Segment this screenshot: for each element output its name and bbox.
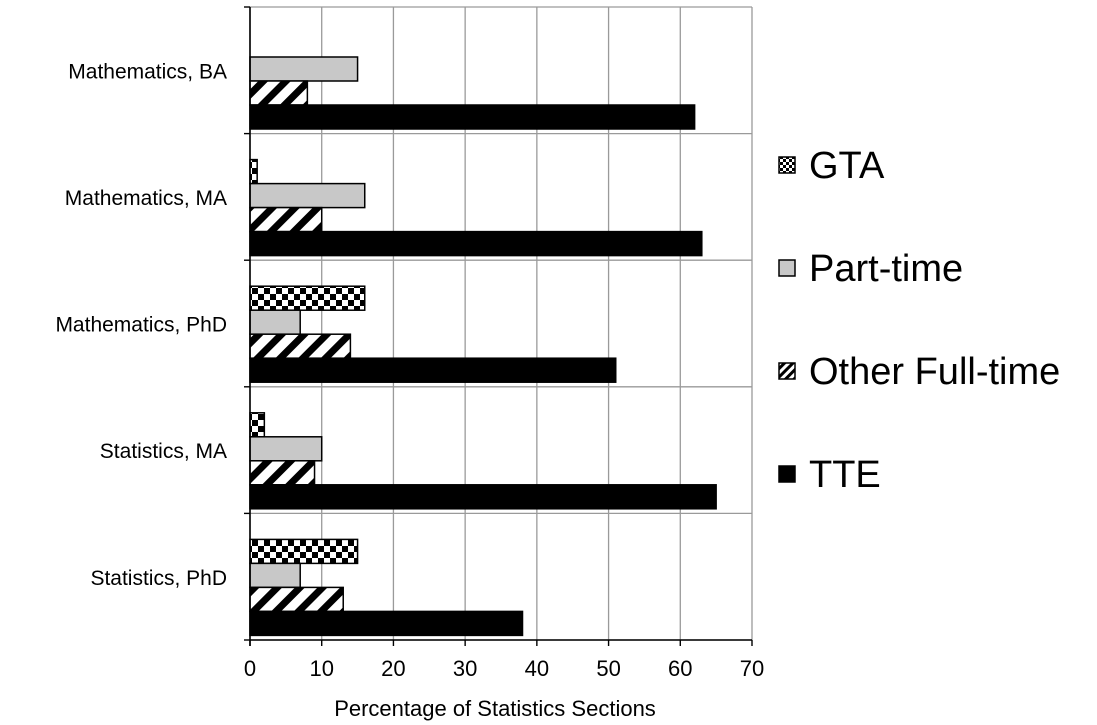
bar-other-full-time-mathematics-ma [249, 206, 323, 233]
bar-other-full-time-mathematics-phd [249, 333, 352, 359]
bar-gta-mathematics-phd [249, 285, 366, 311]
bar-part-time-mathematics-ba [249, 56, 359, 82]
legend: GTA Part-time Other Full-time TTE [778, 145, 1060, 496]
category-label-mathematics-ma: Mathematics, MA [65, 187, 227, 210]
legend-swatch-part-time [778, 259, 796, 277]
legend-swatch-other-full-time [778, 362, 796, 380]
x-tick-label: 50 [596, 656, 620, 681]
x-tick-label: 60 [668, 656, 692, 681]
x-tick-labels: 0 10 20 30 40 50 60 70 [244, 656, 764, 681]
x-tick-label: 40 [525, 656, 549, 681]
bar-tte-mathematics-phd [249, 357, 617, 383]
bar-part-time-mathematics-phd [249, 309, 301, 335]
x-tick-label: 0 [244, 656, 256, 681]
legend-label-other-full-time: Other Full-time [809, 351, 1060, 393]
x-tick-label: 30 [453, 656, 477, 681]
axes [244, 6, 753, 646]
bar-other-full-time-mathematics-ba [249, 80, 309, 106]
bar-gta-statistics-ma [249, 412, 266, 438]
x-axis-title: Percentage of Statistics Sections [334, 696, 656, 721]
legend-swatch-tte [778, 465, 796, 483]
bar-tte-statistics-phd [249, 610, 524, 637]
x-tick-label: 70 [740, 656, 764, 681]
bar-part-time-statistics-phd [249, 562, 301, 589]
bar-tte-mathematics-ma [249, 230, 703, 257]
bar-gta-statistics-phd [249, 538, 359, 565]
bar-part-time-statistics-ma [249, 436, 323, 462]
x-tick-label: 10 [309, 656, 333, 681]
category-label-statistics-phd: Statistics, PhD [90, 567, 227, 590]
bar-tte-statistics-ma [249, 484, 717, 510]
bars [249, 56, 717, 637]
legend-label-tte: TTE [809, 454, 881, 496]
bar-other-full-time-statistics-phd [249, 586, 344, 613]
category-labels: Mathematics, BA Mathematics, MA Mathematic… [55, 60, 227, 589]
category-label-statistics-ma: Statistics, MA [100, 440, 227, 463]
bar-other-full-time-statistics-ma [249, 460, 316, 486]
legend-label-gta: GTA [809, 145, 885, 187]
legend-swatch-gta [778, 156, 796, 174]
bar-tte-mathematics-ba [249, 104, 696, 130]
x-tick-label: 20 [381, 656, 405, 681]
category-label-mathematics-phd: Mathematics, PhD [55, 314, 227, 337]
legend-label-part-time: Part-time [809, 248, 963, 290]
bar-gta-mathematics-ma [249, 158, 258, 185]
bar-part-time-mathematics-ma [249, 182, 366, 209]
category-label-mathematics-ba: Mathematics, BA [68, 60, 227, 83]
